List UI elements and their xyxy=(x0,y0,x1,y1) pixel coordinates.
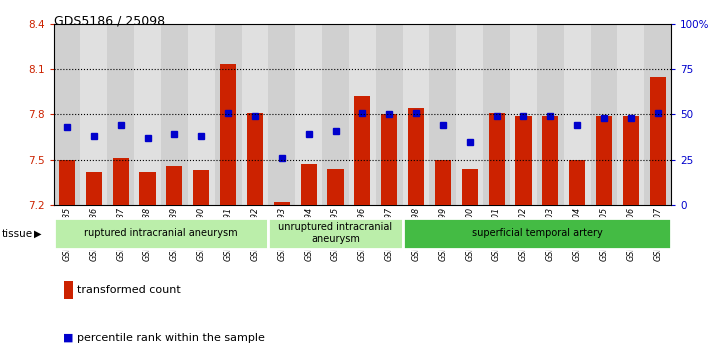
Bar xyxy=(456,24,483,205)
Bar xyxy=(273,202,290,205)
Bar xyxy=(59,160,75,205)
Bar xyxy=(215,24,241,205)
Bar xyxy=(542,116,558,205)
Bar xyxy=(322,24,349,205)
Bar xyxy=(134,24,161,205)
FancyBboxPatch shape xyxy=(268,218,403,249)
Bar xyxy=(241,24,268,205)
Bar xyxy=(188,24,215,205)
FancyBboxPatch shape xyxy=(403,218,671,249)
Text: transformed count: transformed count xyxy=(77,285,181,295)
Bar xyxy=(488,113,505,205)
Bar xyxy=(516,116,531,205)
Text: tissue: tissue xyxy=(2,229,34,239)
Text: GDS5186 / 25098: GDS5186 / 25098 xyxy=(54,15,165,28)
Bar xyxy=(295,24,322,205)
Bar xyxy=(301,164,317,205)
Bar xyxy=(564,24,590,205)
Bar xyxy=(644,24,671,205)
Bar xyxy=(161,24,188,205)
Bar xyxy=(220,65,236,205)
Bar xyxy=(510,24,537,205)
Bar xyxy=(435,160,451,205)
Text: ▶: ▶ xyxy=(34,229,41,239)
Bar xyxy=(430,24,456,205)
Bar xyxy=(81,24,107,205)
Bar xyxy=(590,24,618,205)
Bar xyxy=(268,24,295,205)
Bar xyxy=(86,172,102,205)
Bar xyxy=(408,108,424,205)
Bar xyxy=(54,24,81,205)
FancyBboxPatch shape xyxy=(54,218,268,249)
Bar xyxy=(483,24,510,205)
Bar xyxy=(139,172,156,205)
Bar xyxy=(381,114,397,205)
Text: ruptured intracranial aneurysm: ruptured intracranial aneurysm xyxy=(84,228,238,238)
Bar xyxy=(113,158,129,205)
Bar xyxy=(537,24,564,205)
Text: ■: ■ xyxy=(64,333,74,343)
Bar xyxy=(618,24,644,205)
Bar xyxy=(193,170,209,205)
Bar xyxy=(107,24,134,205)
Text: superficial temporal artery: superficial temporal artery xyxy=(471,228,603,238)
Bar xyxy=(166,166,183,205)
Bar xyxy=(247,113,263,205)
Bar xyxy=(623,116,639,205)
Bar xyxy=(376,24,403,205)
Text: unruptured intracranial
aneurysm: unruptured intracranial aneurysm xyxy=(278,223,393,244)
Text: percentile rank within the sample: percentile rank within the sample xyxy=(77,333,265,343)
Bar xyxy=(569,160,585,205)
Bar xyxy=(650,77,665,205)
Bar xyxy=(596,116,612,205)
Bar xyxy=(354,96,371,205)
Bar xyxy=(462,169,478,205)
Bar xyxy=(403,24,430,205)
Bar xyxy=(328,169,343,205)
Bar xyxy=(349,24,376,205)
